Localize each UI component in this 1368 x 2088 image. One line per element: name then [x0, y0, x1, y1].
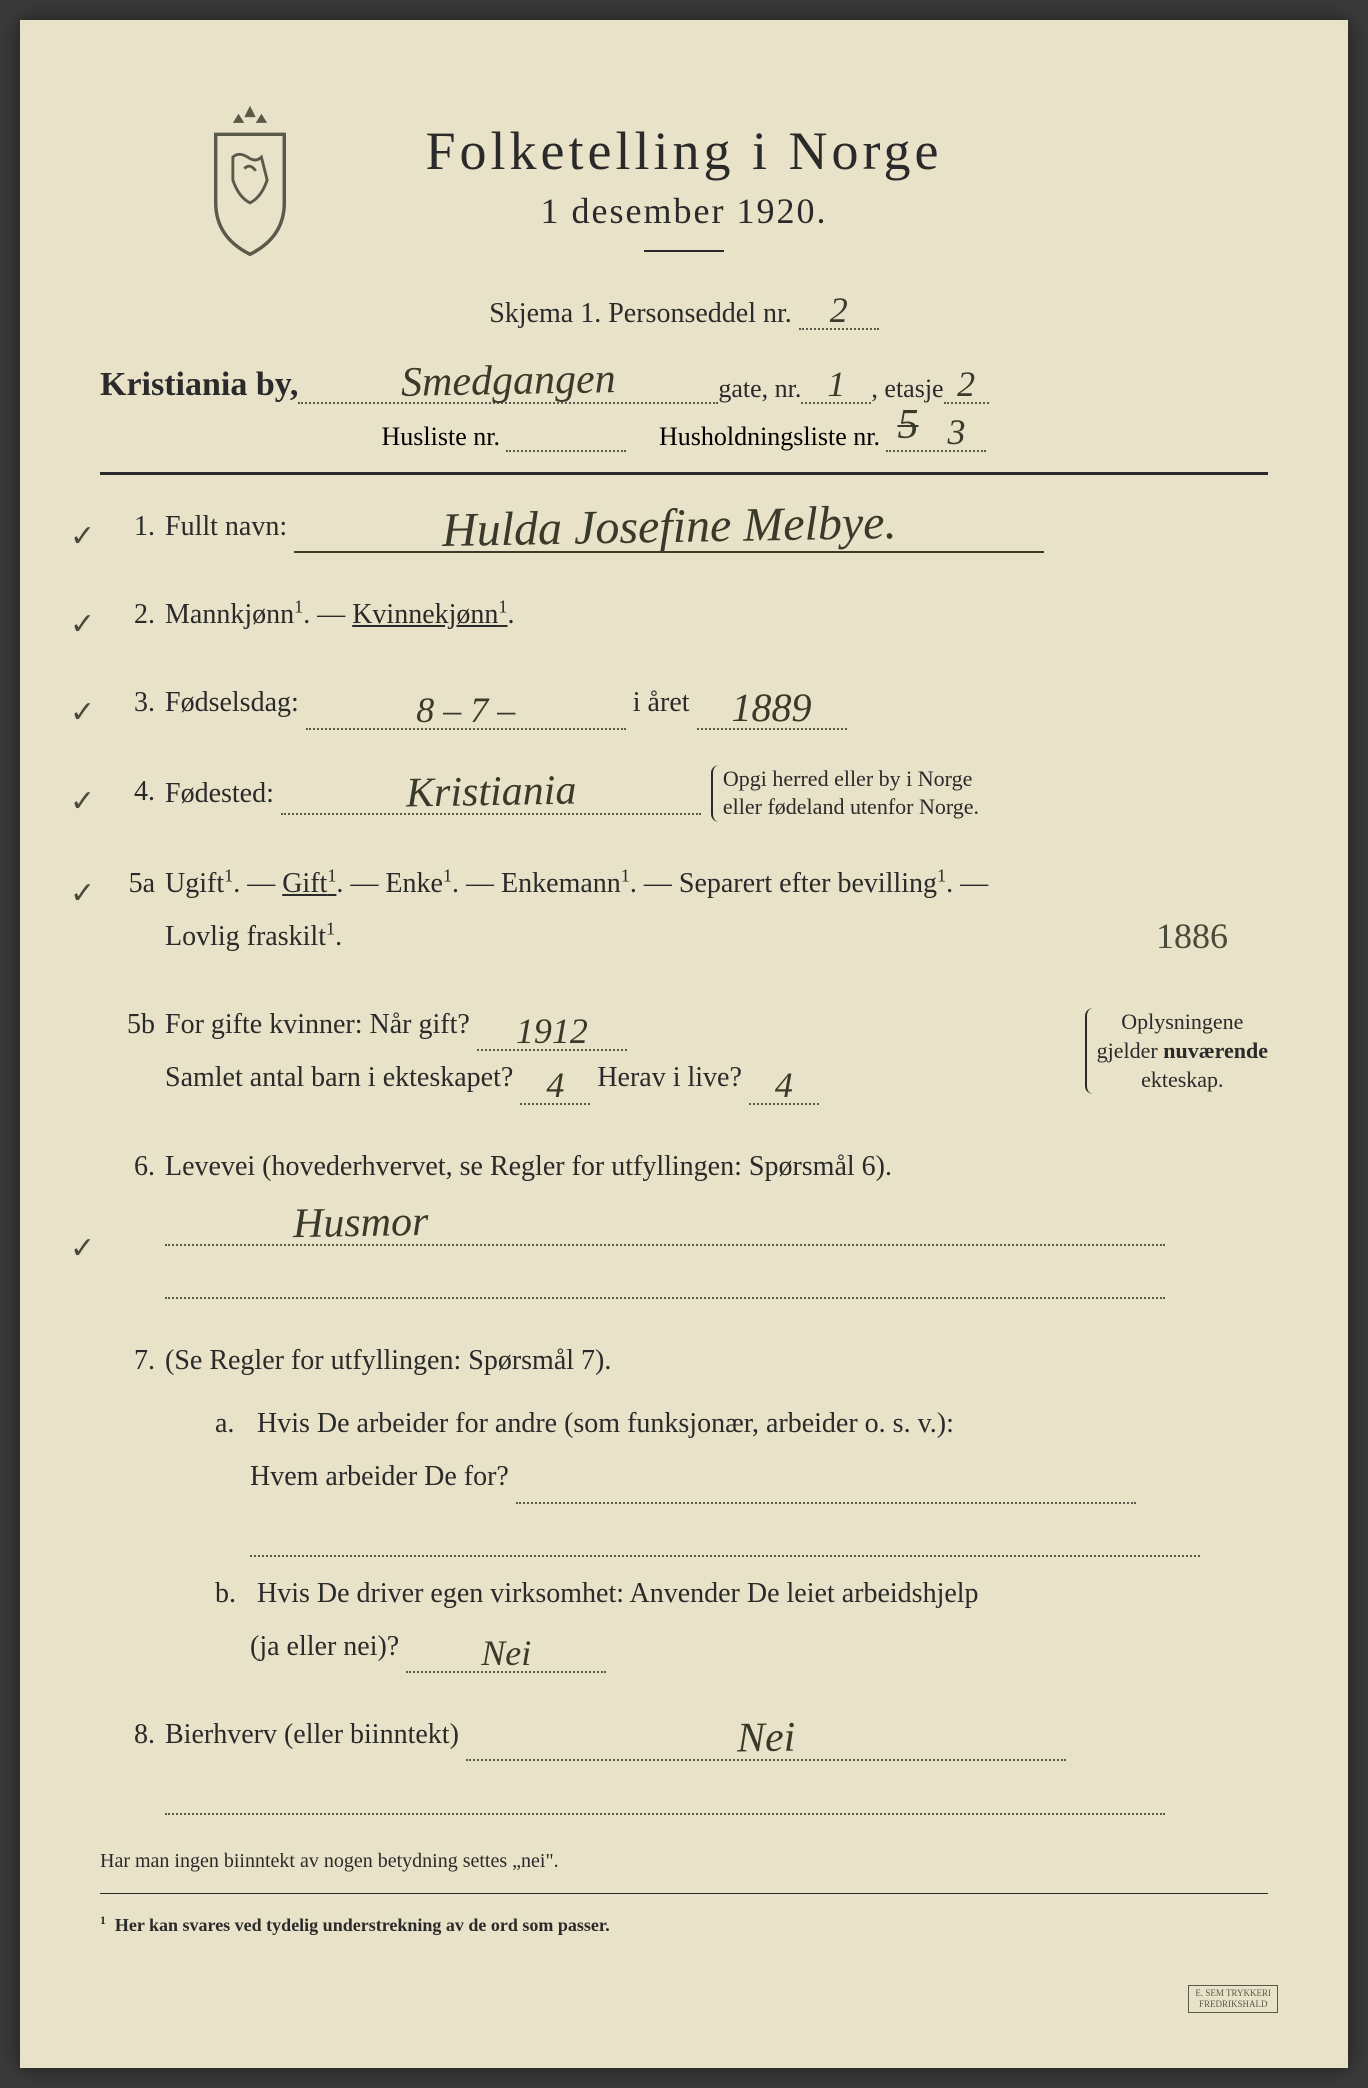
census-form-page: Folketelling i Norge 1 desember 1920. Sk…	[20, 20, 1348, 2068]
dash: —	[317, 599, 352, 630]
husholdning-struck: 5	[893, 404, 922, 446]
q6-label: Levevei (hovederhvervet, se Regler for u…	[165, 1151, 892, 1182]
section-divider	[100, 472, 1268, 475]
question-6: 6. Levevei (hovederhvervet, se Regler fo…	[100, 1140, 1268, 1300]
checkmark-icon: ✓	[70, 684, 95, 741]
q5a-opt-ugift: Ugift1.	[165, 868, 240, 899]
q8-num: 8.	[100, 1708, 155, 1761]
q5a-num: 5a	[100, 857, 155, 910]
schema-label: Skjema 1. Personseddel nr.	[489, 298, 792, 329]
q3-year: 1889	[728, 688, 816, 728]
question-3: ✓ 3. Fødselsdag: 8 – 7 – i året 1889	[100, 676, 1268, 729]
q7b-value: Nei	[477, 1635, 535, 1671]
question-5a: ✓ 5a Ugift1. — Gift1. — Enke1. — Enkeman…	[100, 857, 1268, 963]
footnote: 1 Her kan svares ved tydelig understrekn…	[100, 1914, 1268, 1936]
q2-num: 2.	[100, 588, 155, 641]
question-2: ✓ 2. Mannkjønn1. — Kvinnekjønn1.	[100, 588, 1268, 641]
q7-label: (Se Regler for utfyllingen: Spørsmål 7).	[165, 1345, 611, 1376]
q1-label: Fullt navn:	[165, 511, 287, 542]
question-8: 8. Bierhverv (eller biinntekt) Nei	[100, 1708, 1268, 1814]
checkmark-icon: ✓	[70, 865, 95, 922]
q1-num: 1.	[100, 500, 155, 553]
divider	[644, 250, 724, 252]
q7-num: 7.	[100, 1334, 155, 1387]
question-4: ✓ 4. Fødested: Kristiania Opgi herred el…	[100, 765, 1268, 822]
gate-nr: 1	[823, 366, 849, 402]
q5a-opt-separert: Separert efter bevilling1.	[679, 868, 953, 899]
checkmark-icon: ✓	[70, 508, 95, 565]
checkmark-icon: ✓	[70, 596, 95, 653]
q5b-val1: 1912	[512, 1013, 592, 1049]
q5b-label2: Samlet antal barn i ekteskapet?	[165, 1062, 513, 1093]
printer-stamp: E. SEM TRYKKERIFREDRIKSHALD	[1188, 1985, 1278, 2013]
gate-label: gate, nr.	[718, 374, 801, 404]
q2-male: Mannkjønn1.	[165, 599, 310, 630]
etasje-nr: 2	[953, 366, 979, 402]
q6-value: Husmor	[285, 1201, 437, 1246]
q5a-annotation: 1886	[1156, 902, 1228, 970]
q5b-val3: 4	[771, 1067, 797, 1103]
q8-label: Bierhverv (eller biinntekt)	[165, 1719, 459, 1750]
q7a-label2: Hvem arbeider De for?	[250, 1461, 509, 1492]
q6-num: 6.	[100, 1140, 155, 1193]
city-label: Kristiania by,	[100, 366, 298, 404]
checkmark-icon: ✓	[70, 773, 95, 830]
coat-of-arms-icon	[190, 100, 310, 260]
q5a-opt-enke: Enke1.	[385, 868, 459, 899]
form-header: Folketelling i Norge 1 desember 1920.	[100, 120, 1268, 252]
q4-note: Opgi herred eller by i Norge eller fødel…	[711, 765, 979, 822]
q5b-label3: Herav i live?	[597, 1062, 742, 1093]
husholdning-label: Husholdningsliste nr.	[659, 422, 880, 451]
schema-nr: 2	[826, 292, 852, 328]
q7b-label2: (ja eller nei)?	[250, 1631, 399, 1662]
footer-note: Har man ingen biinntekt av nogen betydni…	[100, 1850, 1268, 1873]
question-1: ✓ 1. Fullt navn: Hulda Josefine Melbye.	[100, 500, 1268, 553]
husliste-line: Husliste nr. Husholdningsliste nr. 5 3	[100, 414, 1268, 452]
q5b-val2: 4	[542, 1067, 568, 1103]
q7b: b. Hvis De driver egen virksomhet: Anven…	[165, 1567, 1268, 1673]
q7a: a. Hvis De arbeider for andre (som funks…	[165, 1397, 1268, 1557]
husliste-label: Husliste nr.	[382, 422, 500, 451]
street-name: Smedgangen	[393, 358, 624, 404]
q3-day: 8 – 7 –	[412, 692, 519, 728]
q8-value: Nei	[728, 1717, 803, 1760]
q2-female: Kvinnekjønn1	[352, 599, 507, 630]
question-7: 7. (Se Regler for utfyllingen: Spørsmål …	[100, 1334, 1268, 1673]
q5b-label1: For gifte kvinner: Når gift?	[165, 1009, 470, 1040]
question-5b: 5b For gifte kvinner: Når gift? 1912 Sam…	[100, 998, 1268, 1104]
q3-num: 3.	[100, 676, 155, 729]
footer-divider	[100, 1893, 1268, 1894]
q7b-label: Hvis De driver egen virksomhet: Anvender…	[257, 1578, 979, 1609]
q5a-opt-gift: Gift1	[282, 868, 336, 899]
q3-label: Fødselsdag:	[165, 687, 299, 718]
q5b-note: Oplysningene gjelder nuværende ekteskap.	[1085, 1008, 1268, 1094]
checkmark-icon: ✓	[70, 1220, 95, 1277]
etasje-label: , etasje	[871, 374, 943, 404]
q5b-num: 5b	[100, 998, 155, 1051]
q4-value: Kristiania	[397, 770, 584, 815]
q5a-opt-fraskilt: Lovlig fraskilt1.	[165, 921, 342, 952]
q4-label: Fødested:	[165, 767, 274, 820]
q5a-opt-enkemann: Enkemann1.	[501, 868, 637, 899]
schema-line: Skjema 1. Personseddel nr. 2	[100, 292, 1268, 330]
q1-value: Hulda Josefine Melbye.	[433, 499, 904, 555]
husholdning-nr: 3	[943, 414, 969, 450]
q7a-label: Hvis De arbeider for andre (som funksjon…	[257, 1408, 954, 1439]
q4-num: 4.	[100, 765, 155, 818]
address-line: Kristiania by, Smedgangen gate, nr. 1 , …	[100, 360, 1268, 404]
q3-year-label: i året	[633, 687, 690, 718]
